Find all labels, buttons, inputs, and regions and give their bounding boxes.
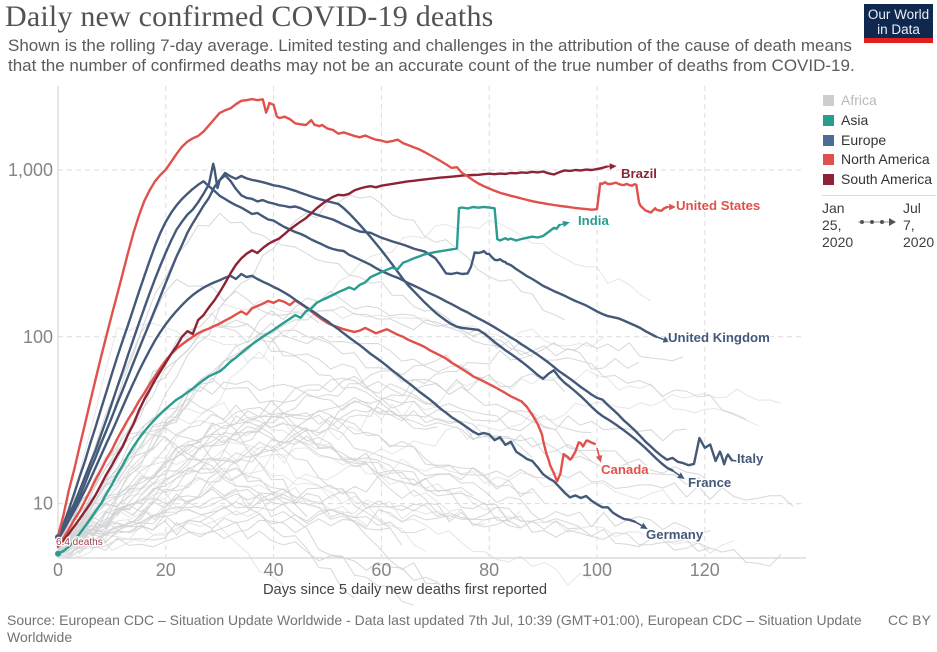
svg-text:1,000: 1,000 (8, 160, 53, 180)
svg-text:United States: United States (676, 198, 760, 213)
svg-text:80: 80 (479, 560, 499, 580)
svg-text:0: 0 (53, 560, 63, 580)
svg-text:120: 120 (690, 560, 720, 580)
svg-text:20: 20 (156, 560, 176, 580)
svg-text:Italy: Italy (737, 451, 764, 466)
svg-text:40: 40 (264, 560, 284, 580)
svg-text:60: 60 (371, 560, 391, 580)
svg-text:100: 100 (23, 327, 53, 347)
svg-text:Brazil: Brazil (621, 166, 657, 181)
svg-text:India: India (578, 213, 609, 228)
svg-text:10: 10 (33, 494, 53, 514)
svg-text:Germany: Germany (646, 527, 704, 542)
svg-text:Canada: Canada (601, 462, 649, 477)
svg-text:100: 100 (582, 560, 612, 580)
svg-text:United Kingdom: United Kingdom (668, 330, 770, 345)
svg-text:Days since 5 daily new deaths: Days since 5 daily new deaths first repo… (263, 582, 547, 598)
svg-text:France: France (688, 475, 731, 490)
svg-text:6.4 deaths: 6.4 deaths (56, 537, 103, 548)
